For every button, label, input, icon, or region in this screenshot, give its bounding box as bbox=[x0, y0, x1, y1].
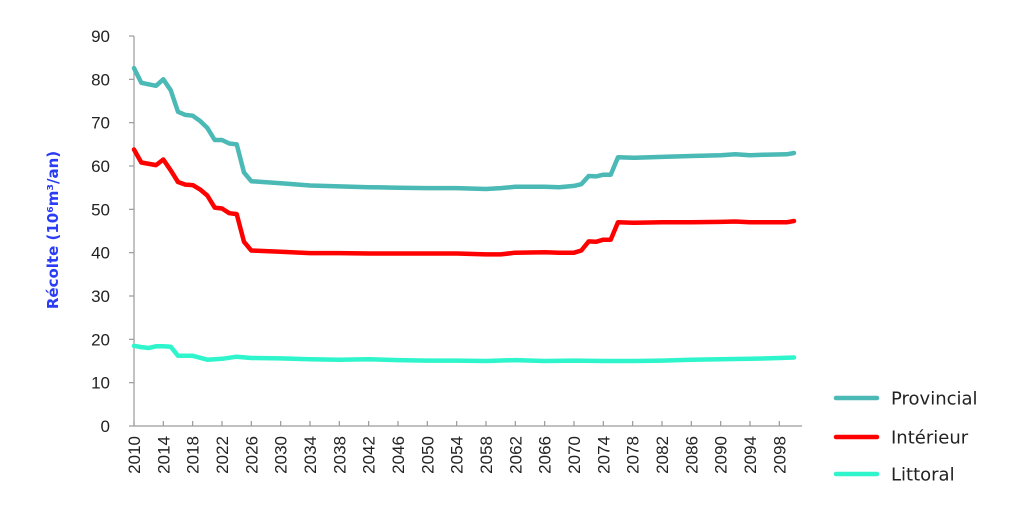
legend: Provincial Intérieur Littoral bbox=[833, 389, 978, 486]
x-tick-label: 2026 bbox=[242, 436, 261, 474]
x-tick-label: 2058 bbox=[477, 436, 496, 474]
legend-label: Intérieur bbox=[891, 428, 969, 449]
x-tick-label: 2034 bbox=[301, 436, 320, 474]
y-axis-label: Récolte (10⁶m³/an) bbox=[44, 151, 62, 309]
x-tick-label: 2074 bbox=[594, 436, 613, 474]
y-tick-label: 30 bbox=[91, 287, 110, 306]
x-tick-label: 2062 bbox=[506, 436, 525, 474]
x-tick-label: 2010 bbox=[125, 436, 144, 474]
x-tick-label: 2054 bbox=[448, 436, 467, 474]
x-tick-label: 2078 bbox=[624, 436, 643, 474]
x-tick-label: 2082 bbox=[653, 436, 672, 474]
legend-label: Provincial bbox=[891, 389, 978, 410]
x-axis: 2010 2014 2018 2022 2026 2030 2034 2038 2042 2046… bbox=[125, 421, 802, 474]
series-provincial-line bbox=[131, 65, 797, 192]
x-tick-label: 2094 bbox=[741, 436, 760, 474]
series-littoral-line bbox=[131, 343, 797, 364]
x-tick-label: 2014 bbox=[154, 436, 173, 474]
x-tick-label: 2046 bbox=[389, 436, 408, 474]
y-tick-label: 60 bbox=[91, 157, 110, 176]
x-tick-label: 2086 bbox=[682, 436, 701, 474]
x-tick-label: 2090 bbox=[712, 436, 731, 474]
legend-item: Intérieur bbox=[833, 428, 969, 449]
legend-label: Littoral bbox=[891, 465, 955, 486]
y-axis: 0 10 20 30 40 50 60 70 80 90 bbox=[91, 27, 135, 436]
x-tick-label: 2042 bbox=[360, 436, 379, 474]
legend-item: Littoral bbox=[833, 465, 955, 486]
series-lines bbox=[131, 65, 797, 364]
x-tick-label: 2018 bbox=[184, 436, 203, 474]
x-tick-label: 2066 bbox=[536, 436, 555, 474]
y-tick-label: 80 bbox=[91, 70, 110, 89]
y-tick-label: 20 bbox=[91, 330, 110, 349]
y-tick-label: 70 bbox=[91, 114, 110, 133]
x-tick-label: 2050 bbox=[418, 436, 437, 474]
x-tick-label: 2030 bbox=[272, 436, 291, 474]
y-tick-label: 40 bbox=[91, 244, 110, 263]
y-tick-label: 0 bbox=[101, 417, 110, 436]
y-tick-label: 10 bbox=[91, 374, 110, 393]
legend-item: Provincial bbox=[833, 389, 978, 410]
x-tick-label: 2038 bbox=[330, 436, 349, 474]
series-interieur-line bbox=[131, 147, 797, 257]
y-tick-label: 50 bbox=[91, 200, 110, 219]
y-tick-label: 90 bbox=[91, 27, 110, 46]
x-tick-label: 2022 bbox=[213, 436, 232, 474]
x-tick-label: 2070 bbox=[565, 436, 584, 474]
x-tick-label: 2098 bbox=[770, 436, 789, 474]
